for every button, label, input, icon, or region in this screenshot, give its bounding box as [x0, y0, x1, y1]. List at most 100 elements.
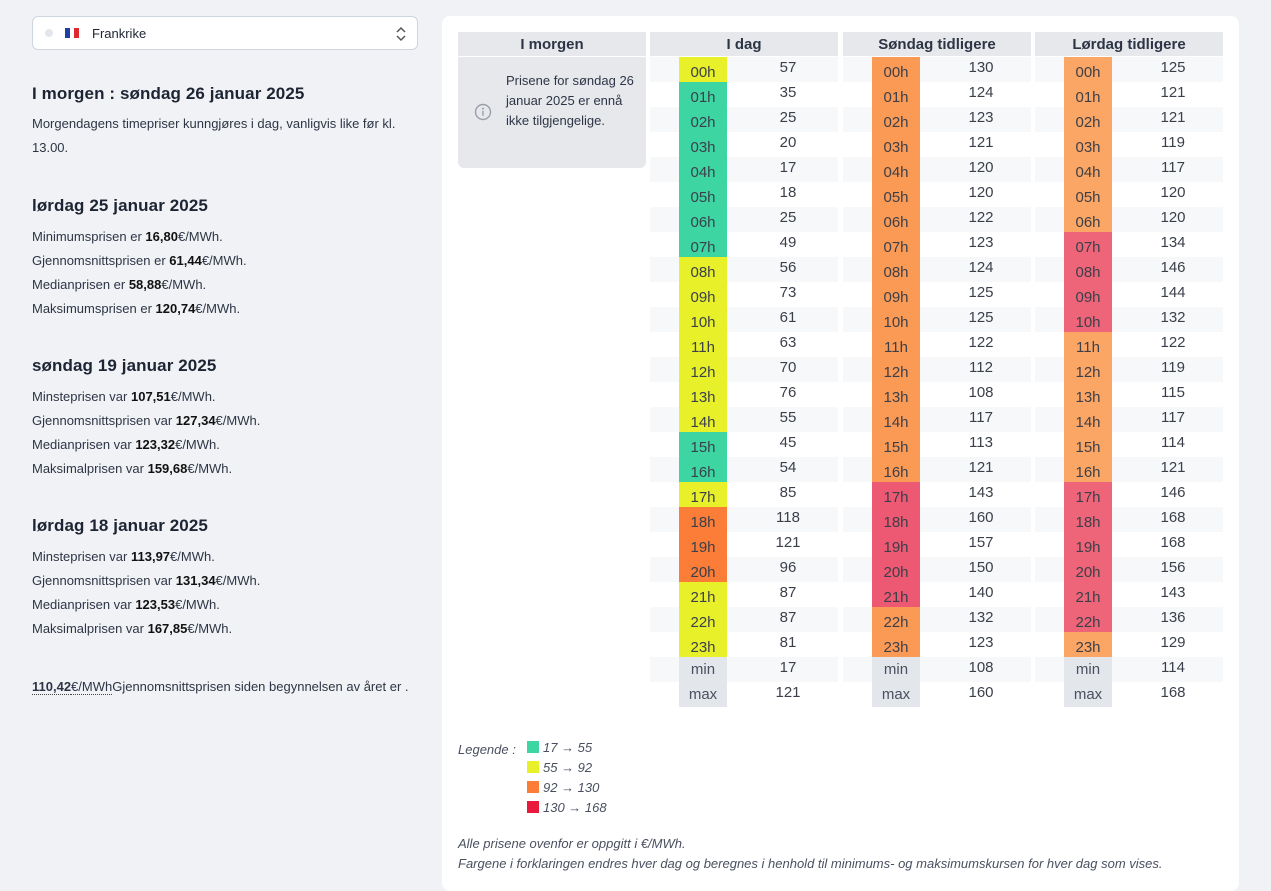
- hour-price: 122: [1160, 334, 1186, 351]
- hour-badge: 10h: [1064, 307, 1112, 332]
- hour-badge: 08h: [679, 257, 727, 282]
- hour-badge: 06h: [872, 207, 920, 232]
- country-select[interactable]: Frankrike: [32, 16, 418, 50]
- hour-row: 04h 117: [1035, 157, 1223, 182]
- stat-value: 159,68: [147, 461, 188, 476]
- hour-row: 03h 20: [650, 132, 838, 157]
- hour-badge: 06h: [1064, 207, 1112, 232]
- hour-price: 143: [1160, 584, 1186, 601]
- sunday-stats-heading: søndag 19 januar 2025: [32, 356, 217, 375]
- stat-value: 61,44: [169, 253, 202, 268]
- hour-row: 16h 54: [650, 457, 838, 482]
- stat-unit: €/MWh.: [201, 253, 247, 268]
- hour-badge: 18h: [679, 507, 727, 532]
- hour-price: 121: [775, 534, 801, 551]
- hour-badge: 15h: [1064, 432, 1112, 457]
- legend-range: 55 → 92: [543, 760, 593, 775]
- hour-badge: 17h: [679, 482, 727, 507]
- hour-price: 87: [779, 609, 797, 626]
- hour-price: 157: [968, 534, 994, 551]
- left-column: Frankrike I morgen : søndag 26 januar 20…: [32, 16, 418, 695]
- hour-badge: 16h: [1064, 457, 1112, 482]
- year-average-unit: €/MWh: [71, 679, 113, 695]
- hour-badge: 17h: [1064, 482, 1112, 507]
- stat-line: Minimumsprisen er 16,80€/MWh.: [32, 225, 418, 249]
- hour-row: 14h 55: [650, 407, 838, 432]
- hour-row: 03h 121: [843, 132, 1031, 157]
- hour-price: 123: [968, 234, 994, 251]
- hour-badge: 16h: [679, 457, 727, 482]
- hour-row: 18h 168: [1035, 507, 1223, 532]
- legend-item: 17 → 55: [527, 738, 592, 758]
- price-column: Lørdag tidligere 00h 125 01h 121 02h 121 03h 119…: [1035, 32, 1223, 707]
- hour-badge: 02h: [679, 107, 727, 132]
- hour-row: 22h 136: [1035, 607, 1223, 632]
- hour-badge: 01h: [872, 82, 920, 107]
- stat-label: Maksimumsprisen er: [32, 301, 156, 316]
- hour-badge: 09h: [872, 282, 920, 307]
- tomorrow-column-header: I morgen: [458, 32, 646, 56]
- hour-row: 04h 120: [843, 157, 1031, 182]
- hour-row: 05h 18: [650, 182, 838, 207]
- hour-row: 09h 144: [1035, 282, 1223, 307]
- hour-price: 129: [1160, 634, 1186, 651]
- hour-price: 120: [1160, 184, 1186, 201]
- stat-label: Medianprisen er: [32, 277, 129, 292]
- stat-line: Minsteprisen var 113,97€/MWh.: [32, 545, 418, 569]
- price-column: Søndag tidligere 00h 130 01h 124 02h 123 03h 121…: [843, 32, 1031, 707]
- hour-badge: 23h: [679, 632, 727, 657]
- hour-price: 70: [779, 359, 797, 376]
- hour-price: 35: [779, 84, 797, 101]
- hour-badge: 03h: [872, 132, 920, 157]
- hour-row: 07h 134: [1035, 232, 1223, 257]
- hour-price: 144: [1160, 284, 1186, 301]
- stat-unit: €/MWh.: [170, 549, 215, 564]
- hour-badge: 20h: [1064, 557, 1112, 582]
- stat-unit: €/MWh.: [161, 277, 207, 292]
- stat-line: Gjennomsnittsprisen var 131,34€/MWh.: [32, 569, 418, 593]
- hour-price: 96: [779, 559, 797, 576]
- stat-value: 123,32: [135, 437, 176, 452]
- tomorrow-heading: I morgen : søndag 26 januar 2025: [32, 84, 305, 103]
- hour-price: 61: [779, 309, 797, 326]
- stat-label: Minsteprisen var: [32, 389, 131, 404]
- stat-value: 167,85: [147, 621, 188, 636]
- hour-price: 160: [968, 509, 994, 526]
- hour-price: 25: [779, 209, 797, 226]
- stat-line: Medianprisen var 123,32€/MWh.: [32, 433, 418, 457]
- hour-badge: 07h: [872, 232, 920, 257]
- today-stats-section: lørdag 25 januar 2025 Minimumsprisen er …: [32, 196, 418, 321]
- hour-price: 115: [1161, 384, 1185, 401]
- stat-line: Gjennomsnittsprisen er 61,44€/MWh.: [32, 249, 418, 273]
- hour-badge: 09h: [679, 282, 727, 307]
- legend-item: 92 → 130: [527, 778, 599, 798]
- hour-badge: 12h: [1064, 357, 1112, 382]
- stat-label: Minsteprisen var: [32, 549, 131, 564]
- stat-line: Medianprisen er 58,88€/MWh.: [32, 273, 418, 297]
- hour-row: 12h 70: [650, 357, 838, 382]
- max-row: max 160: [843, 682, 1031, 707]
- stat-value: 120,74: [155, 301, 196, 316]
- hour-row: 23h 81: [650, 632, 838, 657]
- year-average-text: Gjennomsnittsprisen siden begynnelsen av…: [112, 679, 409, 694]
- hour-badge: 00h: [679, 57, 727, 82]
- hour-row: 16h 121: [843, 457, 1031, 482]
- hour-price: 57: [779, 59, 797, 76]
- hour-row: 01h 124: [843, 82, 1031, 107]
- hour-row: 23h 123: [843, 632, 1031, 657]
- hour-price: 120: [1160, 209, 1186, 226]
- hour-price: 81: [779, 634, 797, 651]
- hour-row: 02h 123: [843, 107, 1031, 132]
- min-value: 114: [1161, 659, 1185, 676]
- hour-row: 18h 118: [650, 507, 838, 532]
- chevron-updown-icon: [396, 26, 406, 42]
- stat-line: Medianprisen var 123,53€/MWh.: [32, 593, 418, 617]
- hour-badge: 22h: [1064, 607, 1112, 632]
- hour-badge: 06h: [679, 207, 727, 232]
- legend-swatch: [527, 761, 539, 773]
- hour-badge: 04h: [1064, 157, 1112, 182]
- hour-badge: 02h: [1064, 107, 1112, 132]
- stat-line: Maksimalprisen var 159,68€/MWh.: [32, 457, 418, 481]
- hour-row: 20h 96: [650, 557, 838, 582]
- tomorrow-column: I morgen Prisene for søndag 26 januar 20…: [458, 32, 646, 168]
